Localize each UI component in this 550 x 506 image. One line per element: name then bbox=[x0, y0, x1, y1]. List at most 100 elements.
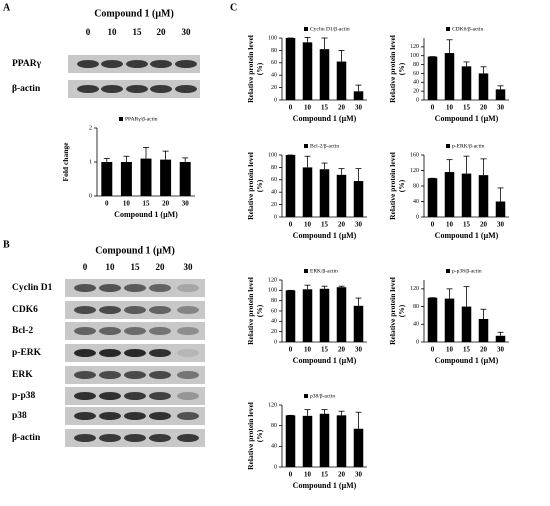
bar bbox=[461, 306, 472, 342]
bar bbox=[302, 415, 313, 467]
x-tick-label: 15 bbox=[321, 471, 329, 479]
y-tick-label: 0 bbox=[416, 214, 419, 220]
x-tick-label: 10 bbox=[304, 104, 312, 112]
y-tick-label: 60 bbox=[271, 177, 277, 183]
y-tick-label: 60 bbox=[271, 60, 277, 66]
bar bbox=[319, 169, 330, 217]
blot-band bbox=[124, 349, 146, 357]
legend-swatch bbox=[304, 269, 308, 273]
bar bbox=[285, 415, 296, 467]
blot-band bbox=[74, 327, 96, 335]
lane-label: 30 bbox=[184, 262, 194, 272]
y-tick-label: 40 bbox=[413, 322, 419, 328]
bar bbox=[302, 167, 313, 217]
blot-band bbox=[149, 349, 171, 357]
blot-band bbox=[124, 327, 146, 335]
y-tick-label: 20 bbox=[271, 329, 277, 335]
bar bbox=[427, 56, 438, 100]
blot-band bbox=[175, 85, 197, 93]
legend-swatch bbox=[446, 144, 450, 148]
legend-swatch bbox=[304, 394, 308, 398]
x-tick-label: 30 bbox=[497, 221, 505, 229]
bar bbox=[319, 288, 330, 342]
blot-row-label: p38 bbox=[12, 411, 27, 421]
bar bbox=[461, 173, 472, 217]
blot-band bbox=[177, 349, 199, 357]
y-tick-label: 20 bbox=[271, 202, 277, 208]
x-tick-label: 10 bbox=[446, 221, 454, 229]
y-tick-label: 80 bbox=[413, 183, 419, 189]
x-tick-label: 0 bbox=[431, 104, 435, 112]
bar bbox=[140, 158, 152, 196]
y-axis-label: Relative protein level (%) bbox=[246, 402, 264, 470]
blot-band bbox=[149, 392, 171, 400]
x-tick-label: 10 bbox=[304, 471, 312, 479]
legend-swatch bbox=[119, 117, 123, 121]
blot-band bbox=[74, 412, 96, 420]
bar bbox=[427, 297, 438, 342]
y-tick-label: 40 bbox=[271, 319, 277, 325]
x-tick-label: 10 bbox=[446, 346, 454, 354]
blot-band bbox=[126, 85, 148, 93]
y-tick-label: 100 bbox=[268, 35, 277, 41]
blot-band bbox=[124, 284, 146, 292]
legend-swatch bbox=[304, 27, 308, 31]
x-tick-label: 15 bbox=[463, 221, 471, 229]
lane-label: 10 bbox=[106, 262, 116, 272]
y-tick-label: 2 bbox=[89, 125, 92, 131]
x-axis-label: Compound 1 (μM) bbox=[293, 481, 357, 490]
bar bbox=[353, 305, 364, 342]
blot-band bbox=[177, 371, 199, 379]
blot-band bbox=[99, 306, 121, 314]
y-axis-label: Fold change bbox=[61, 142, 70, 182]
y-tick-label: 0 bbox=[274, 339, 277, 345]
bar bbox=[353, 181, 364, 217]
y-axis-label: Relative protein level (%) bbox=[388, 35, 406, 103]
blot-title: Compound 1 (μM) bbox=[95, 245, 175, 256]
bar bbox=[336, 415, 347, 467]
legend-label: CDK6/β-actin bbox=[452, 26, 483, 32]
bar bbox=[444, 53, 455, 100]
y-tick-label: 120 bbox=[410, 168, 419, 174]
y-tick-label: 0 bbox=[274, 214, 277, 220]
blot-band bbox=[149, 327, 171, 335]
bar bbox=[444, 298, 455, 342]
y-tick-label: 0 bbox=[274, 97, 277, 103]
bar bbox=[461, 66, 472, 100]
x-axis-label: Compound 1 (μM) bbox=[435, 356, 499, 365]
panel-label: C bbox=[230, 2, 237, 13]
legend-label: p-ERK/β-actin bbox=[452, 143, 485, 149]
blot-band bbox=[74, 284, 96, 292]
y-tick-label: 120 bbox=[268, 277, 277, 283]
y-tick-label: 80 bbox=[271, 298, 277, 304]
blot-band bbox=[99, 371, 121, 379]
bar bbox=[336, 174, 347, 217]
bar bbox=[120, 162, 132, 196]
y-tick-label: 40 bbox=[271, 444, 277, 450]
lane-label: 15 bbox=[133, 27, 143, 37]
blot-band bbox=[124, 371, 146, 379]
x-tick-label: 10 bbox=[304, 346, 312, 354]
bar bbox=[160, 159, 172, 196]
blot-row-label: PPARγ bbox=[12, 59, 42, 69]
legend-swatch bbox=[304, 144, 308, 148]
blot-row-label: ERK bbox=[12, 370, 33, 380]
y-tick-label: 100 bbox=[410, 53, 419, 59]
blot-band bbox=[150, 85, 172, 93]
x-tick-label: 10 bbox=[304, 221, 312, 229]
blot-band bbox=[77, 60, 99, 68]
x-tick-label: 0 bbox=[289, 471, 293, 479]
lane-label: 20 bbox=[157, 27, 167, 37]
blot-band bbox=[124, 434, 146, 442]
blot-band bbox=[177, 284, 199, 292]
blot-band bbox=[74, 392, 96, 400]
blot-row-label: Cyclin D1 bbox=[12, 283, 53, 293]
blot-band bbox=[126, 60, 148, 68]
bar bbox=[101, 162, 113, 196]
x-tick-label: 15 bbox=[321, 221, 329, 229]
blot-title: Compound 1 (μM) bbox=[94, 8, 174, 19]
bar bbox=[179, 162, 191, 196]
legend-label: Bcl-2/β-actin bbox=[310, 143, 339, 149]
x-tick-label: 0 bbox=[289, 346, 293, 354]
